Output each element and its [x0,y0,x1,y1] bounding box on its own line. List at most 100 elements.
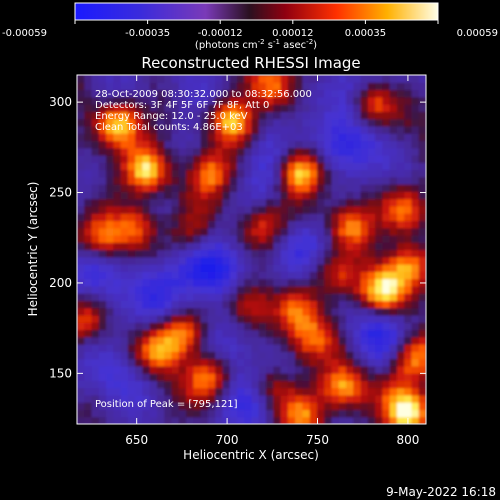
heatmap-cell [287,394,296,403]
plot-frame [76,74,427,425]
heatmap-cell [186,234,194,243]
heatmap-cell [178,169,187,178]
heatmap-cell [229,198,238,207]
heatmap-cell [302,133,311,142]
heatmap-cell [280,344,289,352]
heatmap-cell [91,111,100,120]
heatmap-cell [215,365,224,374]
heatmap-cell [346,307,354,316]
heatmap-cell [295,314,303,323]
heatmap-cell [120,147,129,156]
heatmap-cell [404,111,413,120]
heatmap-cell [236,285,245,294]
heatmap-cell [244,351,253,360]
heatmap-cell [215,322,224,331]
heatmap-cell [156,336,165,345]
heatmap-cell [236,96,245,105]
heatmap-cell [258,358,267,367]
heatmap-cell [91,387,100,396]
heatmap-cell [77,314,85,323]
heatmap-cell [120,314,129,323]
heatmap-cell [251,402,260,411]
heatmap-cell [411,344,420,352]
heatmap-cell [127,213,136,222]
heatmap-cell [396,278,405,287]
heatmap-cell [84,322,93,331]
heatmap-cell [193,365,202,374]
heatmap-cell [302,75,311,83]
heatmap-cell [178,140,187,149]
heatmap-cell [84,140,93,149]
heatmap-cell [295,140,303,149]
heatmap-cell [142,387,151,396]
heatmap-cell [389,409,398,418]
heatmap-cell [375,198,383,207]
heatmap-cell [251,133,260,142]
x-axis-label: Heliocentric X (arcsec) [183,448,319,462]
heatmap-cell [113,402,122,411]
heatmap-cell [120,169,129,178]
heatmap-cell [404,365,413,374]
heatmap-cell [171,118,180,127]
heatmap-cell [149,184,158,192]
heatmap-cell [106,336,114,345]
heatmap-cell [266,220,274,229]
heatmap-cell [338,140,347,149]
heatmap-cell [193,264,202,272]
heatmap-cell [404,373,413,381]
heatmap-cell [360,358,369,367]
heatmap-cell [331,373,340,381]
heatmap-cell [331,314,340,323]
heatmap-cell [142,191,151,200]
heatmap-cell [77,227,85,236]
heatmap-cell [98,82,107,91]
heatmap-cell [135,75,144,83]
heatmap-cell [287,75,296,83]
heatmap-cell [418,118,426,127]
heatmap-cell [287,220,296,229]
heatmap-cell [338,147,347,156]
heatmap-cell [273,394,282,403]
heatmap-cell [302,336,311,345]
heatmap-cell [302,242,311,251]
heatmap-cell [367,249,376,258]
heatmap-cell [207,249,216,258]
heatmap-cell [127,358,136,367]
heatmap-cell [207,154,216,163]
heatmap-cell [324,198,333,207]
heatmap-cell [244,75,253,83]
heatmap-cell [127,89,136,98]
heatmap-cell [244,169,253,178]
heatmap-cell [266,416,274,424]
heatmap-cell [273,125,282,134]
heatmap-cell [338,75,347,83]
heatmap-cell [77,118,85,127]
heatmap-cell [120,191,129,200]
heatmap-cell [360,300,369,309]
heatmap-cell [156,322,165,331]
heatmap-cell [106,300,114,309]
heatmap-cell [106,387,114,396]
heatmap-cell [120,329,129,338]
heatmap-cell [200,300,209,309]
heatmap-cell [156,205,165,214]
heatmap-cell [164,365,173,374]
heatmap-cell [375,191,383,200]
heatmap-cell [84,285,93,294]
heatmap-cell [84,104,93,112]
heatmap-cell [346,140,354,149]
heatmap-cell [200,249,209,258]
heatmap-cell [106,416,114,424]
heatmap-cell [178,293,187,301]
heatmap-cell [418,373,426,381]
heatmap-cell [156,373,165,381]
heatmap-cell [382,271,391,280]
heatmap-cell [309,198,318,207]
heatmap-cell [171,351,180,360]
heatmap-cell [360,256,369,265]
heatmap-cell [171,416,180,424]
heatmap-cell [207,104,216,112]
heatmap-cell [113,198,122,207]
heatmap-cell [207,184,216,192]
heatmap-cell [98,169,107,178]
